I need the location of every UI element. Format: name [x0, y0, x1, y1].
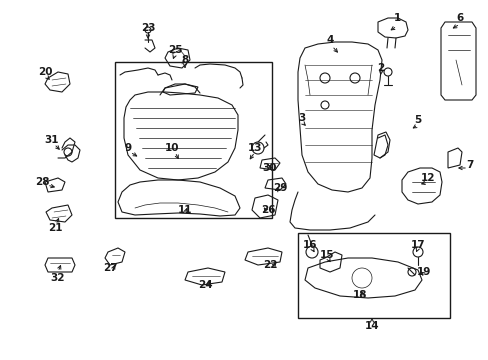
- Text: 23: 23: [141, 23, 155, 33]
- Text: 31: 31: [45, 135, 59, 145]
- Text: 9: 9: [124, 143, 131, 153]
- Text: 32: 32: [51, 273, 65, 283]
- Text: 8: 8: [181, 55, 188, 65]
- Text: 10: 10: [164, 143, 179, 153]
- Text: 16: 16: [302, 240, 317, 250]
- Text: 13: 13: [247, 143, 262, 153]
- Text: 19: 19: [416, 267, 430, 277]
- Text: 29: 29: [272, 183, 286, 193]
- Text: 6: 6: [455, 13, 463, 23]
- Text: 2: 2: [377, 63, 384, 73]
- Text: 11: 11: [177, 205, 192, 215]
- Text: 25: 25: [167, 45, 182, 55]
- Text: 27: 27: [102, 263, 117, 273]
- Text: 3: 3: [298, 113, 305, 123]
- Text: 17: 17: [410, 240, 425, 250]
- Text: 30: 30: [262, 163, 277, 173]
- Text: 26: 26: [260, 205, 275, 215]
- Text: 15: 15: [319, 250, 334, 260]
- Text: 24: 24: [197, 280, 212, 290]
- Text: 18: 18: [352, 290, 366, 300]
- Bar: [297, 233, 449, 318]
- Text: 14: 14: [364, 321, 379, 331]
- Text: 4: 4: [325, 35, 333, 45]
- Text: 5: 5: [413, 115, 421, 125]
- Text: 12: 12: [420, 173, 434, 183]
- Bar: [115, 62, 271, 218]
- Text: 7: 7: [466, 160, 473, 170]
- Text: 22: 22: [262, 260, 277, 270]
- Text: 1: 1: [392, 13, 400, 23]
- Text: 28: 28: [35, 177, 49, 187]
- Text: 20: 20: [38, 67, 52, 77]
- Text: 21: 21: [48, 223, 62, 233]
